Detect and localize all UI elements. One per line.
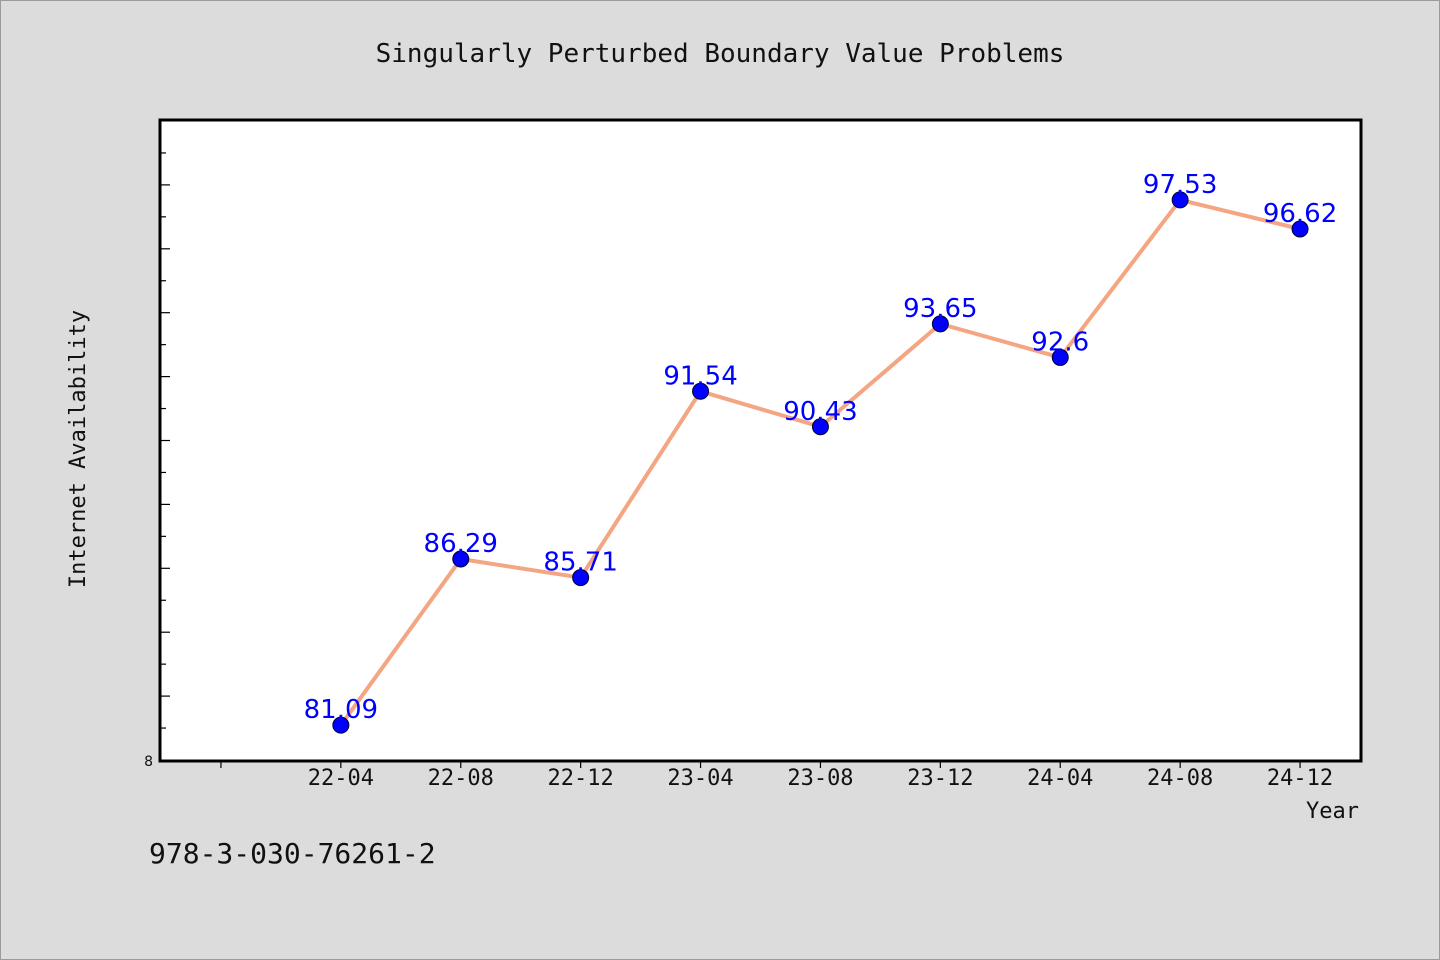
data-label: 81.09 bbox=[304, 695, 378, 725]
data-point bbox=[931, 315, 949, 333]
data-label: 86.29 bbox=[424, 529, 498, 559]
y-ticks bbox=[160, 152, 170, 729]
data-label: 85.71 bbox=[543, 548, 617, 578]
y-tick-label: 8 bbox=[144, 754, 153, 770]
data-label: 90.43 bbox=[783, 397, 857, 427]
isbn-footnote: 978-3-030-76261-2 bbox=[149, 837, 436, 870]
data-label: 92.6 bbox=[1031, 327, 1089, 357]
x-tick-label: 23-04 bbox=[667, 766, 733, 791]
x-tick-label: 22-12 bbox=[548, 766, 614, 791]
data-point bbox=[1171, 191, 1189, 209]
data-point bbox=[811, 418, 829, 436]
x-axis-label: Year bbox=[1306, 799, 1359, 824]
x-tick-label: 24-08 bbox=[1147, 766, 1213, 791]
x-tick-label: 23-08 bbox=[787, 766, 853, 791]
x-tick-label: 24-12 bbox=[1267, 766, 1333, 791]
plot-area bbox=[158, 118, 1363, 763]
data-label: 93.65 bbox=[903, 294, 977, 324]
data-point bbox=[572, 569, 590, 587]
data-point bbox=[1291, 220, 1309, 238]
data-point bbox=[692, 382, 710, 400]
data-label: 96.62 bbox=[1263, 199, 1337, 229]
data-point bbox=[452, 550, 470, 568]
data-point bbox=[332, 716, 350, 734]
x-tick-label: 22-04 bbox=[308, 766, 374, 791]
x-tick-label: 24-04 bbox=[1027, 766, 1093, 791]
x-tick-label: 22-08 bbox=[428, 766, 494, 791]
chart-title: Singularly Perturbed Boundary Value Prob… bbox=[376, 39, 1065, 69]
series-group: 81.09 86.29 85.71 91.54 90.43 93.65 92.6 97.53 9… bbox=[304, 170, 1337, 734]
data-label: 91.54 bbox=[663, 361, 737, 391]
data-label: 97.53 bbox=[1143, 170, 1217, 200]
x-ticks: 22-04 22-08 22-12 23-04 23-08 23-12 24-04 24-08… bbox=[220, 760, 1333, 791]
data-point bbox=[1051, 348, 1069, 366]
y-axis-label: Internet Availability bbox=[66, 310, 91, 588]
x-tick-label: 23-12 bbox=[907, 766, 973, 791]
